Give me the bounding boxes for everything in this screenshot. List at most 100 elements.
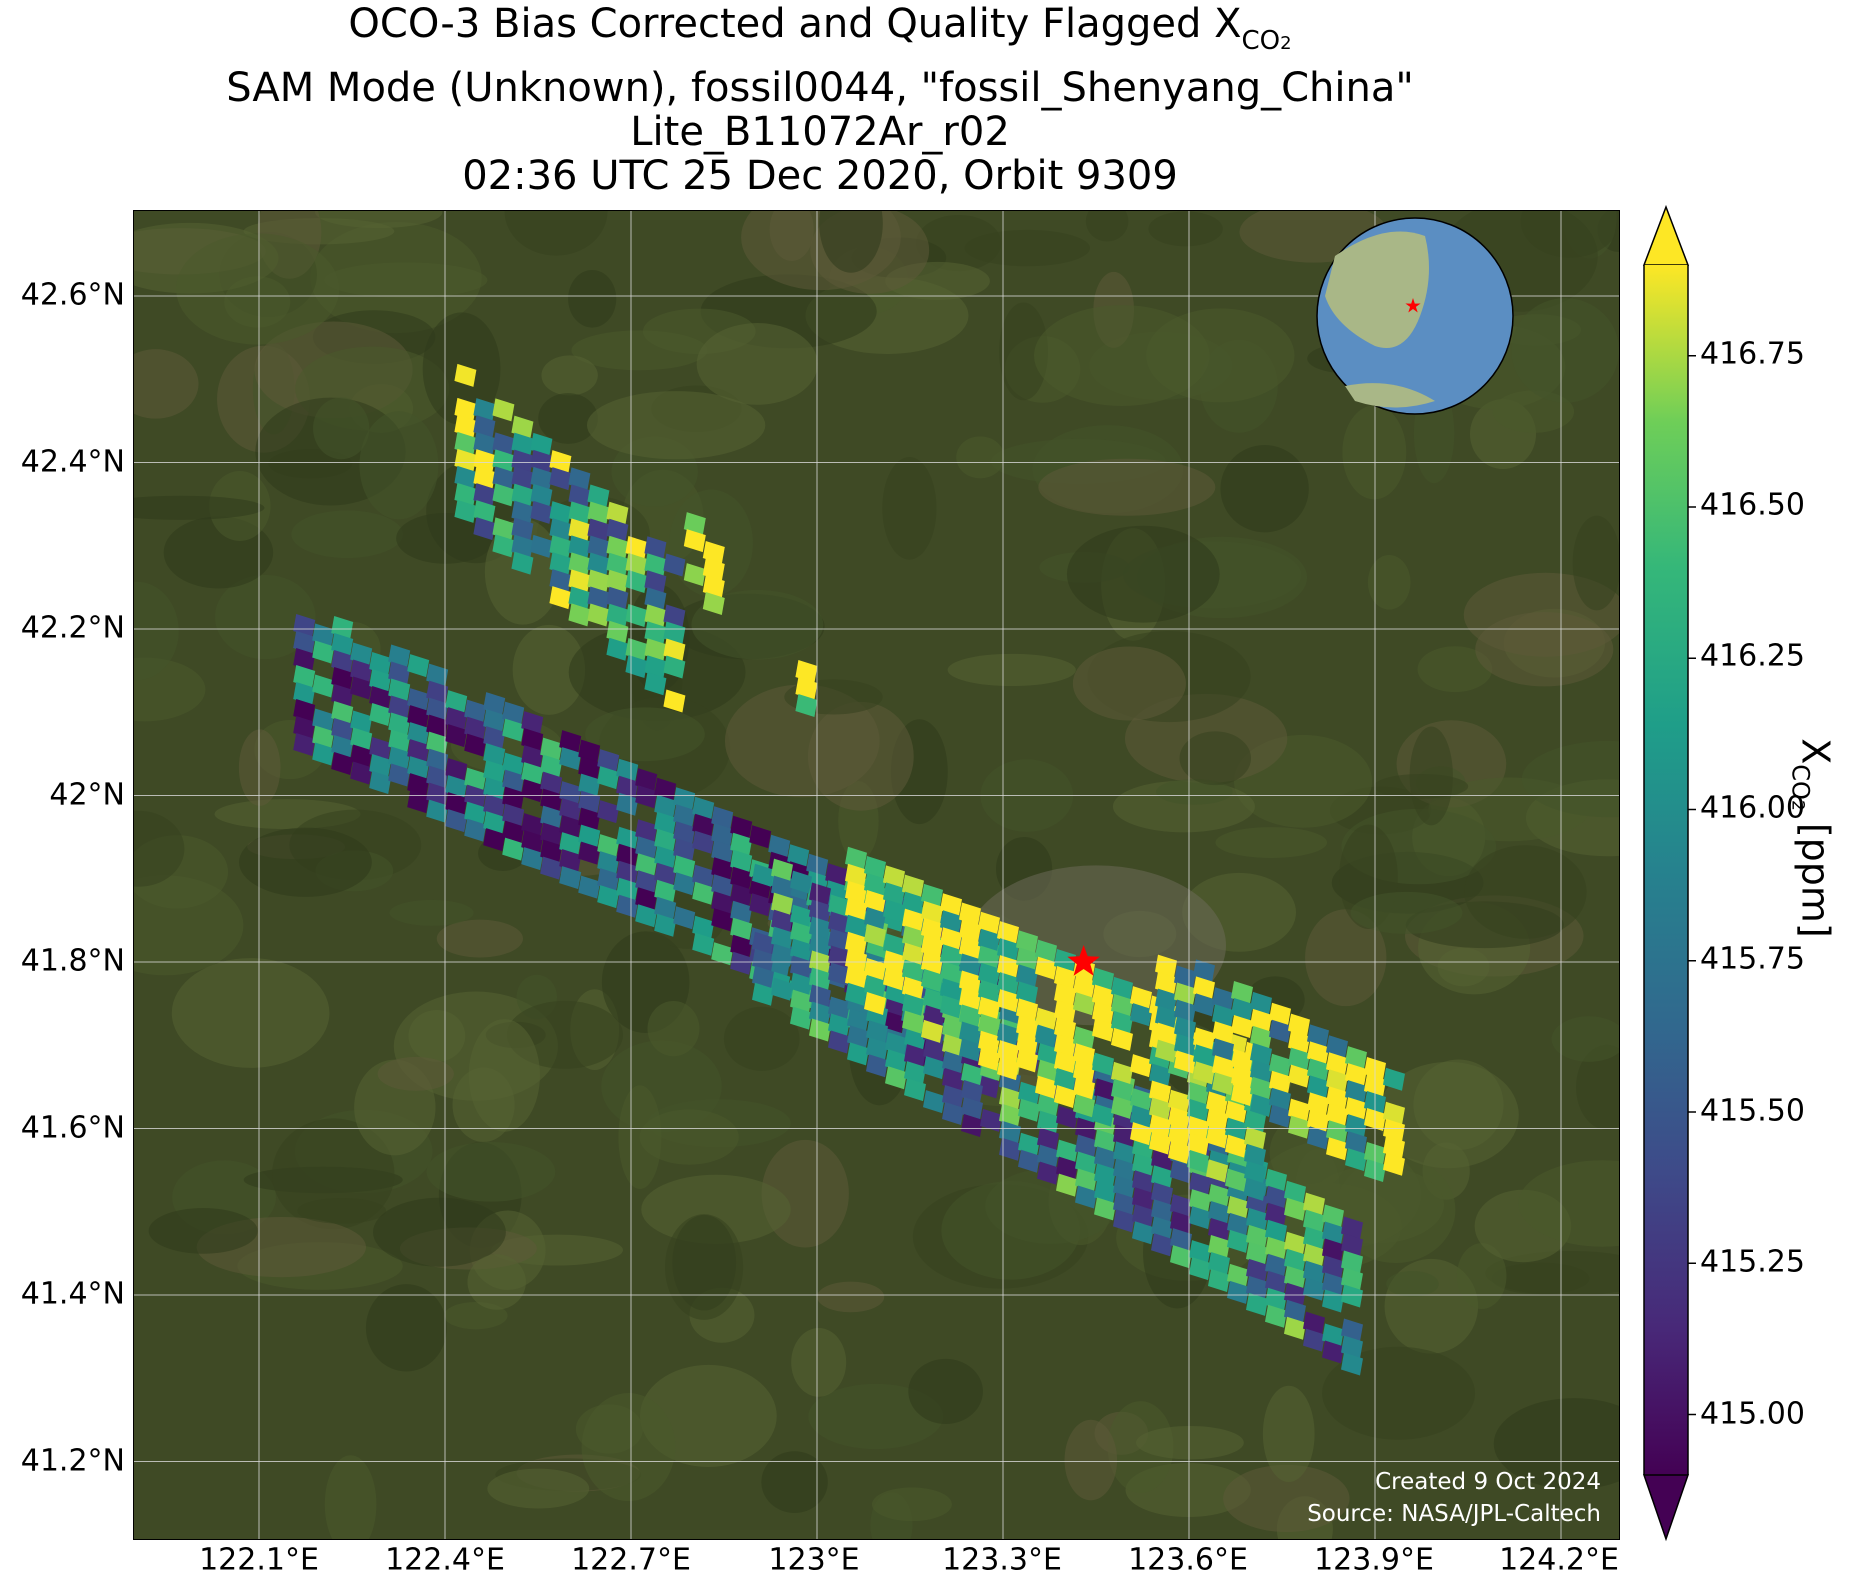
sounding-cell: [350, 676, 373, 700]
sounding-cell: [483, 777, 506, 801]
terrain-patch: [148, 1208, 258, 1254]
terrain-patch: [1215, 827, 1328, 858]
terrain-patch: [647, 1001, 700, 1057]
terrain-patch: [947, 653, 1076, 687]
sounding-cell: [388, 729, 411, 753]
map-frame[interactable]: Created 9 Oct 2024 Source: NASA/JPL-Calt…: [133, 210, 1620, 1540]
sounding-cell: [492, 449, 515, 473]
terrain-patch: [373, 1197, 506, 1267]
sounding-cell: [597, 800, 620, 824]
sounding-cell: [1284, 1248, 1306, 1272]
sounding-cell: [445, 775, 468, 799]
sounding-cell: [663, 621, 686, 645]
sounding-cell: [1054, 1067, 1076, 1091]
sounding-cell: [464, 767, 487, 791]
sounding-cell: [1037, 1161, 1059, 1185]
sounding-cell: [1303, 1260, 1325, 1284]
sounding-cell: [1326, 1086, 1348, 1110]
terrain-patch: [761, 1451, 828, 1513]
sounding-cell: [492, 398, 515, 422]
colorbar-tick-label: 416.25: [1700, 638, 1805, 674]
terrain-patch: [696, 323, 818, 405]
sounding-cell: [1155, 1005, 1177, 1029]
sounding-cell: [312, 640, 335, 664]
sounding-cell: [654, 879, 677, 903]
sounding-cell: [942, 1017, 964, 1041]
sounding-cell: [1174, 982, 1196, 1006]
sounding-cell: [1155, 954, 1177, 978]
sounding-cell: [790, 938, 812, 962]
sounding-cell: [388, 661, 411, 685]
sounding-cell: [940, 944, 962, 968]
sounding-cell: [616, 894, 639, 918]
sounding-cell: [407, 773, 430, 797]
terrain-patch: [238, 729, 281, 806]
sounding-cell: [787, 844, 810, 868]
terrain-patch: [239, 827, 372, 897]
sounding-cell: [942, 1102, 964, 1126]
sounding-cell: [1187, 1116, 1209, 1140]
sounding-cell: [654, 896, 677, 920]
sounding-cell: [847, 1008, 869, 1032]
sounding-cell: [483, 760, 506, 784]
sounding-cell: [1322, 1221, 1344, 1245]
sounding-cell: [540, 839, 563, 863]
sounding-cell: [1113, 1175, 1135, 1199]
map-canvas[interactable]: [134, 211, 1620, 1540]
sounding-cell: [1094, 1146, 1116, 1170]
sounding-cell: [673, 804, 696, 828]
sounding-cell: [578, 824, 601, 848]
sounding-cell: [635, 887, 658, 911]
sounding-cell: [350, 659, 373, 683]
sounding-cell: [587, 518, 610, 542]
sounding-cell: [1174, 1033, 1196, 1057]
sounding-cell: [1130, 1088, 1152, 1112]
sounding-cell: [568, 586, 591, 610]
sounding-cell: [635, 853, 658, 877]
sounding-cell: [1018, 1098, 1040, 1122]
sounding-cell: [771, 943, 793, 967]
sounding-cell: [864, 856, 886, 880]
sounding-cell: [809, 1001, 831, 1025]
sounding-cell: [454, 397, 477, 421]
sounding-cell: [1227, 1280, 1249, 1304]
sounding-cell: [540, 856, 563, 880]
sounding-cell: [1250, 1076, 1272, 1100]
sounding-cell: [369, 686, 392, 710]
sounding-cell: [1151, 1199, 1173, 1223]
sounding-cell: [606, 501, 629, 525]
sounding-cell: [492, 517, 515, 541]
sounding-cell: [1208, 1217, 1230, 1241]
sounding-cell: [530, 466, 553, 490]
sounding-cell: [845, 948, 867, 972]
sounding-cell: [921, 900, 943, 924]
sounding-cell: [511, 449, 534, 473]
sounding-cell: [568, 501, 591, 525]
sounding-cell: [1054, 999, 1076, 1023]
terrain-patch: [504, 211, 608, 256]
terrain-patch: [214, 574, 316, 660]
sounding-cell: [1113, 1209, 1135, 1233]
terrain-patch: [1572, 515, 1619, 611]
sounding-cell: [426, 714, 449, 738]
sounding-cell: [293, 716, 316, 739]
sounding-cell: [1250, 1025, 1272, 1049]
sounding-cell: [1189, 1206, 1211, 1230]
sounding-cell: [921, 917, 943, 941]
sounding-cell: [388, 695, 411, 719]
sounding-cell: [1231, 998, 1253, 1022]
sounding-cell: [559, 747, 582, 771]
sounding-cell: [635, 768, 658, 792]
sounding-cell: [388, 644, 411, 668]
sounding-cell: [483, 828, 506, 852]
sounding-cell: [464, 716, 487, 740]
sounding-cell: [978, 928, 1000, 952]
sounding-cell: [369, 652, 392, 676]
sounding-cell: [1111, 1095, 1133, 1119]
terrain-patch: [908, 1358, 983, 1424]
sounding-cell: [1269, 1070, 1291, 1094]
sounding-cell: [1035, 939, 1057, 963]
terrain-patch: [817, 1281, 885, 1313]
sounding-cell: [902, 976, 924, 1000]
sounding-cell: [1288, 1064, 1310, 1088]
